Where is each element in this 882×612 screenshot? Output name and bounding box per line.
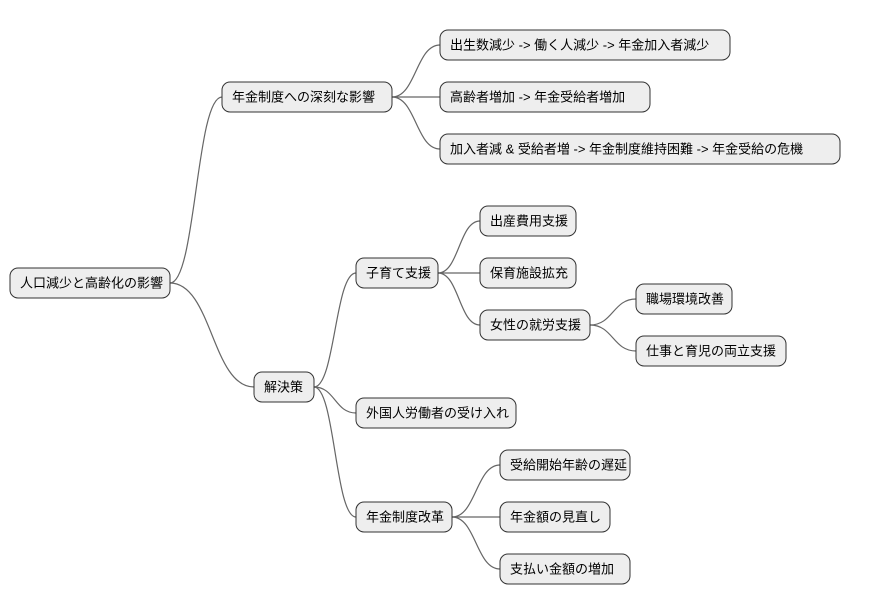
tree-node: 出産費用支援 (480, 206, 576, 236)
edge (170, 97, 222, 283)
edge (590, 299, 636, 325)
tree-node: 解決策 (254, 372, 314, 402)
edge (314, 273, 356, 387)
node-label: 加入者減 & 受給者増 -> 年金制度維持困難 -> 年金受給の危機 (450, 141, 803, 156)
edges-layer (170, 45, 636, 569)
node-label: 外国人労働者の受け入れ (366, 405, 509, 420)
node-label: 解決策 (264, 379, 303, 394)
tree-node: 高齢者増加 -> 年金受給者増加 (440, 82, 650, 112)
edge (392, 45, 440, 97)
edge (392, 97, 440, 149)
tree-node: 保育施設拡充 (480, 258, 576, 288)
node-label: 受給開始年齢の遅延 (510, 457, 627, 472)
tree-node: 職場環境改善 (636, 284, 732, 314)
tree-node: 支払い金額の増加 (500, 554, 630, 584)
tree-node: 加入者減 & 受給者増 -> 年金制度維持困難 -> 年金受給の危機 (440, 134, 840, 164)
node-label: 年金制度改革 (366, 509, 444, 524)
edge (452, 517, 500, 569)
edge (438, 273, 480, 325)
node-label: 保育施設拡充 (490, 265, 568, 280)
nodes-layer: 人口減少と高齢化の影響 年金制度への深刻な影響 出生数減少 -> 働く人減少 -> … (10, 30, 840, 584)
node-label: 高齢者増加 -> 年金受給者増加 (450, 89, 625, 104)
node-label: 支払い金額の増加 (510, 561, 614, 576)
edge (438, 221, 480, 273)
node-label: 出生数減少 -> 働く人減少 -> 年金加入者減少 (450, 37, 709, 52)
node-label: 出産費用支援 (490, 213, 568, 228)
tree-node: 子育て支援 (356, 258, 438, 288)
node-label: 年金制度への深刻な影響 (232, 89, 375, 104)
node-label: 年金額の見直し (510, 509, 601, 524)
tree-node: 出生数減少 -> 働く人減少 -> 年金加入者減少 (440, 30, 730, 60)
tree-node: 受給開始年齢の遅延 (500, 450, 630, 480)
node-label: 職場環境改善 (646, 291, 724, 306)
edge (314, 387, 356, 517)
node-label: 仕事と育児の両立支援 (646, 343, 776, 358)
node-label: 人口減少と高齢化の影響 (20, 275, 163, 290)
node-label: 女性の就労支援 (490, 317, 581, 332)
mindmap-diagram: 人口減少と高齢化の影響 年金制度への深刻な影響 出生数減少 -> 働く人減少 -> … (0, 0, 882, 612)
tree-node: 年金額の見直し (500, 502, 610, 532)
node-label: 子育て支援 (366, 265, 431, 280)
edge (590, 325, 636, 351)
tree-node: 女性の就労支援 (480, 310, 590, 340)
tree-node: 年金制度改革 (356, 502, 452, 532)
tree-node: 仕事と育児の両立支援 (636, 336, 786, 366)
edge (452, 465, 500, 517)
tree-node: 外国人労働者の受け入れ (356, 398, 516, 428)
edge (170, 283, 254, 387)
tree-node: 人口減少と高齢化の影響 (10, 268, 170, 298)
tree-node: 年金制度への深刻な影響 (222, 82, 392, 112)
